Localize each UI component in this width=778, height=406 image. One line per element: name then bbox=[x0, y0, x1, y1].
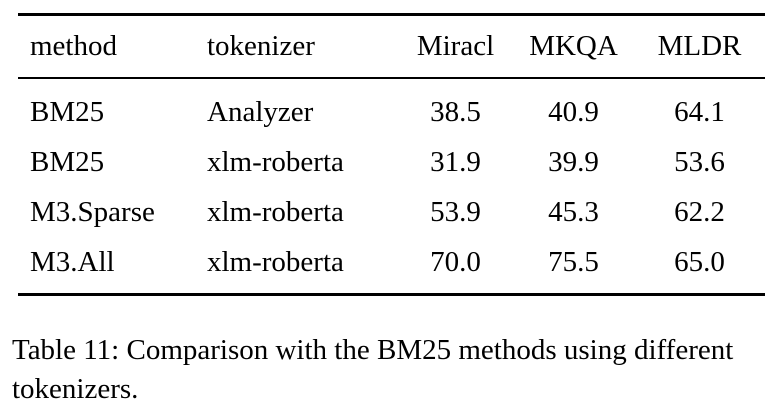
cell-mldr: 62.2 bbox=[674, 195, 725, 228]
cell-tokenizer: xlm-roberta bbox=[207, 245, 344, 278]
document-page: method tokenizer Miracl MKQA MLDR BM25 A… bbox=[0, 13, 778, 406]
cell-mkqa: 45.3 bbox=[548, 195, 599, 228]
table-header: method tokenizer Miracl MKQA MLDR bbox=[18, 14, 765, 79]
table-row: M3.Sparse xlm-roberta 53.9 45.3 62.2 bbox=[18, 187, 765, 237]
cell-tokenizer: xlm-roberta bbox=[207, 195, 344, 228]
column-header-mldr: MLDR bbox=[634, 14, 765, 79]
results-table: method tokenizer Miracl MKQA MLDR BM25 A… bbox=[18, 13, 765, 296]
column-header-miracl: Miracl bbox=[398, 14, 513, 79]
table-caption: Table 11: Comparison with the BM25 metho… bbox=[12, 334, 734, 405]
cell-mkqa: 39.9 bbox=[548, 145, 599, 178]
cell-tokenizer: xlm-roberta bbox=[207, 145, 344, 178]
cell-mkqa: 40.9 bbox=[548, 95, 599, 128]
table-body: BM25 Analyzer 38.5 40.9 64.1 BM25 xlm-ro… bbox=[18, 78, 765, 295]
cell-miracl: 31.9 bbox=[430, 145, 481, 178]
cell-tokenizer: Analyzer bbox=[207, 95, 314, 128]
table-row: M3.All xlm-roberta 70.0 75.5 65.0 bbox=[18, 237, 765, 295]
table-row: BM25 Analyzer 38.5 40.9 64.1 bbox=[18, 78, 765, 137]
cell-miracl: 53.9 bbox=[430, 195, 481, 228]
cell-method: BM25 bbox=[30, 95, 105, 128]
cell-method: M3.Sparse bbox=[30, 195, 155, 228]
cell-method: M3.All bbox=[30, 245, 115, 278]
column-header-mkqa: MKQA bbox=[513, 14, 634, 79]
header-row: method tokenizer Miracl MKQA MLDR bbox=[18, 14, 765, 79]
cell-mldr: 53.6 bbox=[674, 145, 725, 178]
column-header-method: method bbox=[18, 14, 207, 79]
cell-mldr: 65.0 bbox=[674, 245, 725, 278]
table-row: BM25 xlm-roberta 31.9 39.9 53.6 bbox=[18, 137, 765, 187]
column-header-tokenizer: tokenizer bbox=[207, 14, 398, 79]
cell-mldr: 64.1 bbox=[674, 95, 725, 128]
cell-miracl: 38.5 bbox=[430, 95, 481, 128]
cell-method: BM25 bbox=[30, 145, 105, 178]
cell-miracl: 70.0 bbox=[430, 245, 481, 278]
cell-mkqa: 75.5 bbox=[548, 245, 599, 278]
